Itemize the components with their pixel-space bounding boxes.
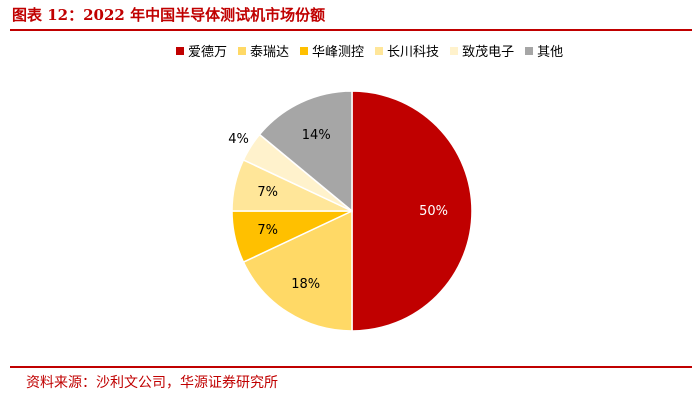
chart-title: 图表 12：2022 年中国半导体测试机市场份额 [12, 6, 326, 24]
legend-item: 华峰测控 [300, 41, 364, 60]
legend-swatch [176, 46, 184, 55]
legend-swatch [375, 46, 384, 55]
legend-swatch [525, 46, 534, 55]
slice-value-label: 4% [228, 132, 249, 147]
slice-value-label: 14% [302, 128, 331, 143]
legend-item: 致茂电子 [450, 41, 514, 60]
legend-label: 致茂电子 [462, 45, 515, 60]
pie-slice [242, 209, 353, 332]
legend-item: 泰瑞达 [238, 41, 289, 60]
legend-label: 其他 [537, 45, 564, 60]
legend-item: 爱德万 [176, 41, 227, 60]
legend-label: 华峰测控 [312, 45, 365, 60]
slice-value-label: 7% [257, 223, 278, 238]
slice-value-label: 18% [291, 277, 320, 292]
legend-label: 长川科技 [387, 45, 440, 60]
legend-swatch [300, 46, 309, 55]
legend-item: 其他 [525, 41, 563, 60]
legend-swatch [238, 46, 247, 55]
legend-swatch [450, 46, 459, 55]
legend-label: 爱德万 [188, 45, 228, 60]
legend-item: 长川科技 [375, 41, 439, 60]
source-note: 资料来源：沙利文公司，华源证券研究所 [26, 375, 278, 391]
chart-legend: 爱德万 泰瑞达 华峰测控 长川科技 致茂电子 其他 [176, 41, 574, 60]
slice-value-label: 7% [257, 185, 278, 200]
pie-slice [351, 90, 473, 332]
pie-slice [258, 90, 353, 213]
slice-value-label: 50% [419, 204, 448, 219]
legend-label: 泰瑞达 [250, 45, 290, 60]
source-divider [10, 366, 692, 368]
title-divider [10, 29, 692, 31]
